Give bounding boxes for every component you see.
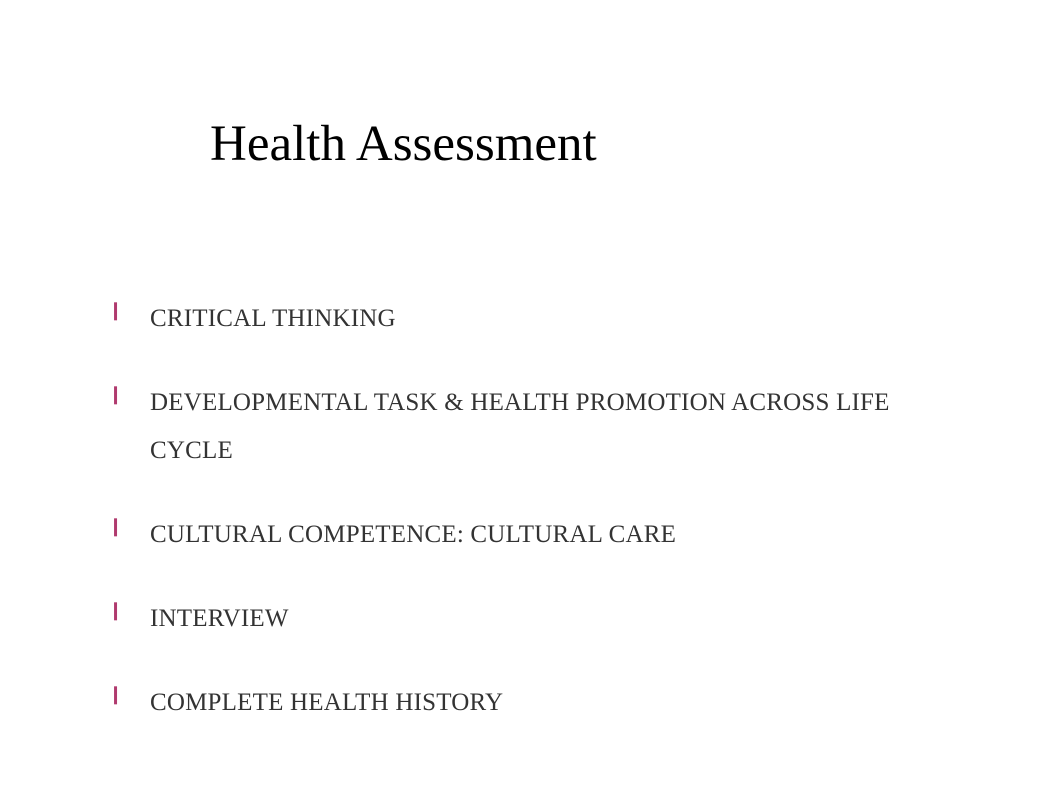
list-item-text: CRITICAL THINKING xyxy=(150,295,928,343)
bullet-icon: ❙ xyxy=(108,511,150,541)
slide: Health Assessment ❙ CRITICAL THINKING ❙ … xyxy=(0,0,1062,797)
list-item: ❙ COMPLETE HEALTH HISTORY xyxy=(108,679,928,727)
list-item: ❙ CULTURAL COMPETENCE: CULTURAL CARE xyxy=(108,511,928,559)
list-item: ❙ INTERVIEW xyxy=(108,595,928,643)
slide-title: Health Assessment xyxy=(210,115,597,173)
list-item-text: DEVELOPMENTAL TASK & HEALTH PROMOTION AC… xyxy=(150,379,928,475)
bullet-icon: ❙ xyxy=(108,595,150,625)
bullet-icon: ❙ xyxy=(108,295,150,325)
list-item-text: COMPLETE HEALTH HISTORY xyxy=(150,679,928,727)
list-item-text: CULTURAL COMPETENCE: CULTURAL CARE xyxy=(150,511,928,559)
list-item: ❙ CRITICAL THINKING xyxy=(108,295,928,343)
list-item-text: INTERVIEW xyxy=(150,595,928,643)
bullet-icon: ❙ xyxy=(108,679,150,709)
bullet-list: ❙ CRITICAL THINKING ❙ DEVELOPMENTAL TASK… xyxy=(108,295,928,763)
list-item: ❙ DEVELOPMENTAL TASK & HEALTH PROMOTION … xyxy=(108,379,928,475)
bullet-icon: ❙ xyxy=(108,379,150,409)
